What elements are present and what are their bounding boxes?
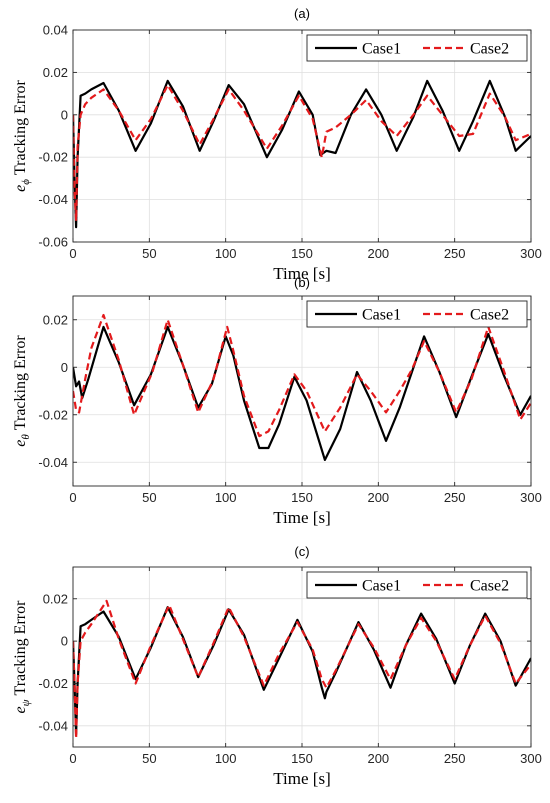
y-axis-label: eθ Tracking Error: [12, 335, 32, 447]
panel-title: (b): [294, 275, 310, 290]
x-tick-label: 100: [215, 246, 237, 261]
legend-label-case1: Case1: [362, 41, 401, 58]
x-axis-label: Time [s]: [273, 769, 330, 788]
y-tick-label: 0.02: [43, 591, 68, 606]
x-tick-label: 100: [215, 751, 237, 766]
y-label-symbol: e: [12, 706, 29, 713]
series-line-case1: [73, 606, 531, 736]
panel-title: (a): [294, 6, 310, 21]
series-line-case1: [73, 79, 531, 229]
x-tick-label: 50: [142, 490, 156, 505]
legend-label-case1: Case1: [362, 578, 401, 595]
panel-c: 0 50 100 150 200 250 300 -0.04 -0.02 0 0.02 (c) Time…: [12, 544, 542, 788]
y-tick-label: 0.02: [43, 312, 68, 327]
y-tick-label: -0.02: [38, 676, 68, 691]
y-label-subscript: θ: [20, 434, 32, 440]
x-axis-label: Time [s]: [273, 508, 330, 527]
x-tick-label: 100: [215, 490, 237, 505]
y-tick-label: -0.02: [38, 407, 68, 422]
y-label-text: Tracking Error: [12, 600, 29, 700]
y-label-text: Tracking Error: [12, 335, 29, 435]
series-line-case2: [73, 313, 531, 438]
x-tick-label: 250: [444, 751, 466, 766]
panel-b: 0 50 100 150 200 250 300 -0.04 -0.02 0 0.02 (b) Time…: [12, 275, 542, 527]
y-tick-label: -0.02: [38, 150, 68, 165]
x-tick-label: 0: [69, 246, 76, 261]
x-tick-label: 50: [142, 751, 156, 766]
x-axis-label: Time [s]: [273, 264, 330, 283]
x-tick-label: 200: [367, 246, 389, 261]
panel-a: 0 50 100 150 200 250 300 -0.06 -0.04 -0.02 0 0.02 0.…: [12, 6, 542, 283]
y-tick-label: -0.04: [38, 718, 68, 733]
y-tick-label: 0.02: [43, 65, 68, 80]
y-tick-label: -0.04: [38, 455, 68, 470]
y-tick-label: 0: [61, 107, 68, 122]
y-axis-label: eψ Tracking Error: [12, 600, 32, 714]
y-label-symbol: e: [12, 440, 29, 447]
y-tick-label: -0.06: [38, 235, 68, 250]
legend-label-case2: Case2: [470, 41, 509, 58]
y-label-subscript: ψ: [20, 699, 32, 706]
y-tick-label: 0: [61, 634, 68, 649]
legend-label-case2: Case2: [470, 307, 509, 324]
legend-label-case1: Case1: [362, 307, 401, 324]
series-line-case2: [73, 83, 531, 222]
y-axis-label: eϕ Tracking Error: [12, 79, 32, 191]
y-tick-label: 0.04: [43, 23, 68, 38]
y-label-text: Tracking Error: [12, 79, 29, 179]
x-tick-label: 0: [69, 490, 76, 505]
y-tick-label: -0.04: [38, 192, 68, 207]
x-tick-label: 200: [367, 490, 389, 505]
y-label-symbol: e: [12, 185, 29, 192]
x-tick-label: 0: [69, 751, 76, 766]
x-tick-label: 250: [444, 490, 466, 505]
x-tick-label: 150: [291, 751, 313, 766]
x-tick-label: 150: [291, 490, 313, 505]
x-tick-label: 300: [520, 490, 542, 505]
y-label-subscript: ϕ: [20, 179, 32, 185]
x-tick-label: 250: [444, 246, 466, 261]
x-tick-label: 300: [520, 246, 542, 261]
panel-title: (c): [294, 544, 309, 559]
x-tick-label: 300: [520, 751, 542, 766]
series-line-case2: [73, 599, 531, 740]
x-tick-label: 50: [142, 246, 156, 261]
x-tick-label: 200: [367, 751, 389, 766]
legend-label-case2: Case2: [470, 578, 509, 595]
x-tick-label: 150: [291, 246, 313, 261]
y-tick-label: 0: [61, 360, 68, 375]
